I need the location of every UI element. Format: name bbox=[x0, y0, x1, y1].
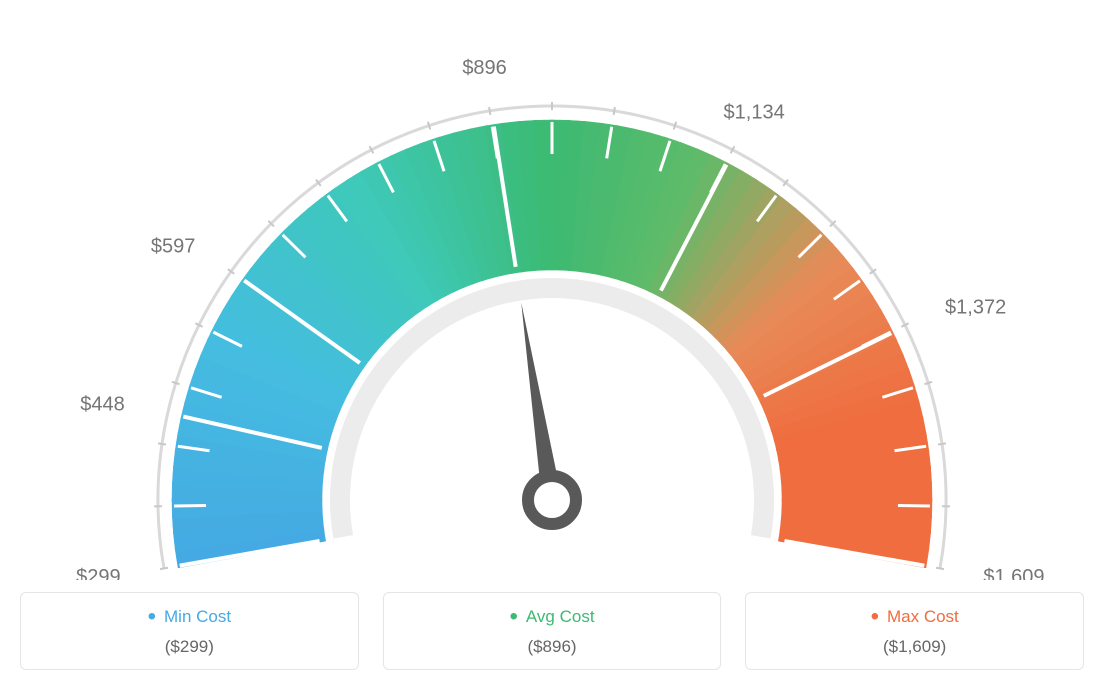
gauge-minor-tick-outer bbox=[489, 107, 490, 115]
gauge-tick-label: $597 bbox=[151, 236, 196, 258]
gauge-minor-tick-outer bbox=[614, 107, 615, 115]
legend-row: Min Cost ($299) Avg Cost ($896) Max Cost ($1,… bbox=[20, 592, 1084, 670]
legend-card: Max Cost ($1,609) bbox=[745, 592, 1084, 670]
gauge-minor-tick-outer bbox=[938, 443, 946, 444]
legend-card-value: ($299) bbox=[33, 637, 346, 657]
gauge-minor-tick-outer bbox=[160, 568, 168, 569]
gauge-tick-label: $1,372 bbox=[945, 297, 1006, 319]
legend-card: Min Cost ($299) bbox=[20, 592, 359, 670]
gauge-minor-tick-outer bbox=[428, 122, 430, 130]
legend-card-value: ($896) bbox=[396, 637, 709, 657]
gauge-minor-tick-outer bbox=[924, 382, 932, 384]
gauge-minor-tick-outer bbox=[936, 568, 944, 569]
legend-card-label: Max Cost bbox=[758, 607, 1071, 627]
gauge-minor-tick-outer bbox=[674, 122, 676, 130]
gauge-minor-tick bbox=[174, 505, 206, 506]
gauge-minor-tick-outer bbox=[158, 443, 166, 444]
gauge-minor-tick-outer bbox=[172, 382, 180, 384]
legend-card-label: Min Cost bbox=[33, 607, 346, 627]
gauge-tick-label: $1,134 bbox=[724, 101, 785, 123]
legend-card-label: Avg Cost bbox=[396, 607, 709, 627]
gauge-needle-hub bbox=[528, 476, 576, 524]
gauge-tick-label: $299 bbox=[76, 566, 121, 580]
gauge-tick-label: $896 bbox=[462, 57, 507, 79]
legend-card: Avg Cost ($896) bbox=[383, 592, 722, 670]
gauge-minor-tick bbox=[898, 505, 930, 506]
gauge-tick-label: $448 bbox=[80, 393, 125, 415]
gauge-svg: $299 $448 $597 $896 $1,134 $1,372 $1,609 bbox=[20, 20, 1084, 580]
gauge-tick-label: $1,609 bbox=[983, 566, 1044, 580]
legend-card-value: ($1,609) bbox=[758, 637, 1071, 657]
gauge-chart: $299 $448 $597 $896 $1,134 $1,372 $1,609 bbox=[20, 20, 1084, 580]
